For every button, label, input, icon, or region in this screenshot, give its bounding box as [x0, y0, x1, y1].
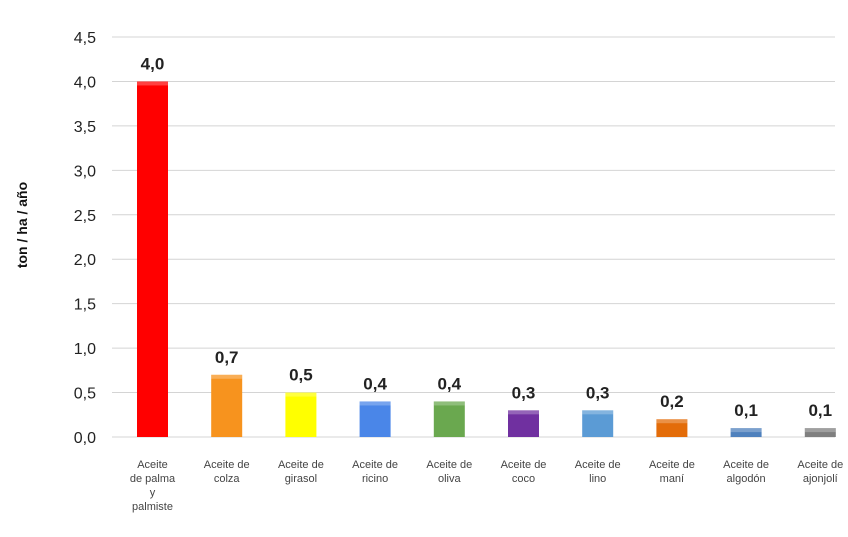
category-labels: Aceite de palma y palmiste Aceite de colza Ace…	[130, 459, 843, 513]
category-label: Aceite de algodón	[723, 459, 769, 485]
bar-highlight	[582, 410, 614, 415]
y-tick-label: 2,0	[74, 252, 96, 269]
bar-highlight	[359, 401, 391, 406]
bar-highlight	[508, 410, 539, 415]
bar-highlight	[804, 428, 836, 433]
category-label: Aceite de oliva	[426, 459, 472, 485]
data-label: 0,3	[586, 383, 610, 402]
category-label: Aceite de colza	[204, 459, 250, 485]
bar	[433, 401, 465, 437]
data-label: 0,4	[437, 374, 461, 393]
y-axis-ticks: 0,0 0,5 1,0 1,5 2,0 2,5 3,0 3,5 4,0 4,5	[74, 30, 96, 447]
bar-highlight	[285, 392, 317, 397]
data-label: 0,1	[734, 401, 758, 420]
y-tick-label: 2,5	[74, 208, 96, 225]
category-label: Aceite de lino	[575, 459, 621, 485]
y-tick-label: 4,5	[74, 30, 96, 47]
bar-highlight	[137, 81, 168, 86]
bar-highlight	[211, 374, 243, 379]
bar	[804, 428, 836, 437]
data-label: 0,5	[289, 366, 313, 385]
bar	[730, 428, 762, 437]
bar	[137, 81, 168, 437]
category-label: Aceite de coco	[501, 459, 547, 485]
category-label: Aceite de palma y palmiste	[130, 459, 176, 513]
bar	[211, 374, 243, 437]
data-label: 0,3	[512, 383, 536, 402]
y-tick-label: 3,0	[74, 163, 96, 180]
bar	[508, 410, 539, 437]
data-label: 0,1	[808, 401, 832, 420]
data-label: 4,0	[141, 54, 165, 73]
data-labels: 4,0 0,7 0,5 0,4 0,4 0,3 0,3 0,2 0,1 0,1	[141, 54, 832, 420]
category-label: Aceite de ricino	[352, 459, 398, 485]
y-tick-label: 3,5	[74, 119, 96, 136]
y-tick-label: 4,0	[74, 74, 96, 91]
category-label: Aceite de maní	[649, 459, 695, 485]
y-tick-label: 1,5	[74, 297, 96, 314]
bar-highlight	[433, 401, 465, 406]
bars	[137, 81, 836, 437]
data-label: 0,2	[660, 392, 684, 411]
bar	[285, 392, 317, 437]
y-tick-label: 0,0	[74, 430, 96, 447]
data-label: 0,4	[363, 374, 387, 393]
y-tick-label: 0,5	[74, 386, 96, 403]
bar	[582, 410, 614, 437]
y-axis-title: ton / ha / año	[14, 182, 30, 268]
category-label: Aceite de girasol	[278, 459, 324, 485]
y-tick-label: 1,0	[74, 341, 96, 358]
bar-highlight	[730, 428, 762, 433]
data-label: 0,7	[215, 348, 239, 367]
bar-highlight	[656, 419, 688, 424]
bar	[656, 419, 688, 437]
category-label: Aceite de ajonjolí	[797, 459, 843, 485]
bar	[359, 401, 391, 437]
